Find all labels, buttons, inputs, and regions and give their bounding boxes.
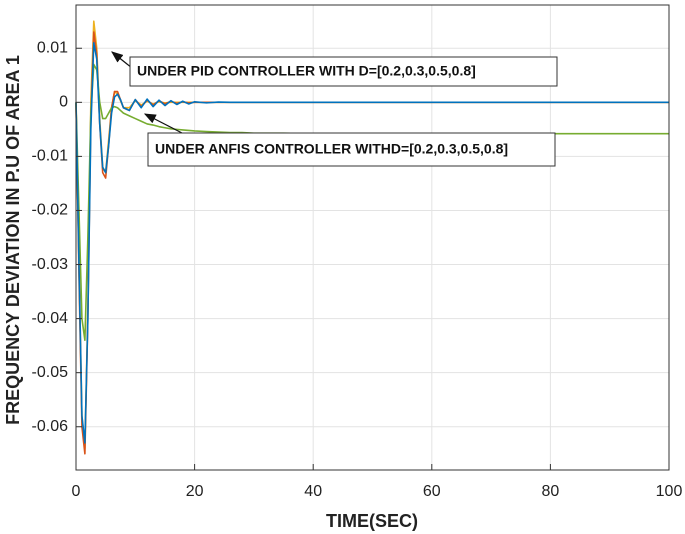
annotation-arrow	[143, 113, 183, 134]
x-tick-label: 100	[656, 483, 683, 500]
y-tick-label: -0.02	[32, 202, 69, 219]
y-tick-label: -0.03	[32, 256, 69, 273]
y-tick-label: 0	[59, 94, 68, 111]
series-line	[75, 42, 669, 444]
annotation: UNDER PID CONTROLLER WITH D=[0.2,0.3,0.5…	[137, 63, 476, 79]
x-axis-title: TIME(SEC)	[326, 511, 418, 531]
y-tick-label: 0.01	[37, 39, 68, 56]
y-tick-label: -0.05	[32, 364, 69, 381]
x-tick-label: 40	[304, 483, 322, 500]
annotation: UNDER ANFIS CONTROLLER WITHD=[0.2,0.3,0.…	[155, 141, 508, 157]
annotation-arrow	[111, 51, 133, 69]
y-tick-label: -0.06	[32, 418, 69, 435]
y-axis-title: FREQUENCY DEVIATION IN P.U OF AREA 1	[3, 55, 23, 425]
x-tick-label: 0	[72, 483, 81, 500]
x-tick-label: 60	[423, 483, 441, 500]
y-tick-label: -0.04	[32, 310, 69, 327]
x-tick-label: 80	[542, 483, 560, 500]
y-tick-label: -0.01	[32, 148, 69, 165]
annotation-box	[129, 56, 558, 87]
x-tick-label: 20	[186, 483, 204, 500]
plot-frame	[75, 4, 670, 471]
annotation-box	[147, 132, 556, 167]
